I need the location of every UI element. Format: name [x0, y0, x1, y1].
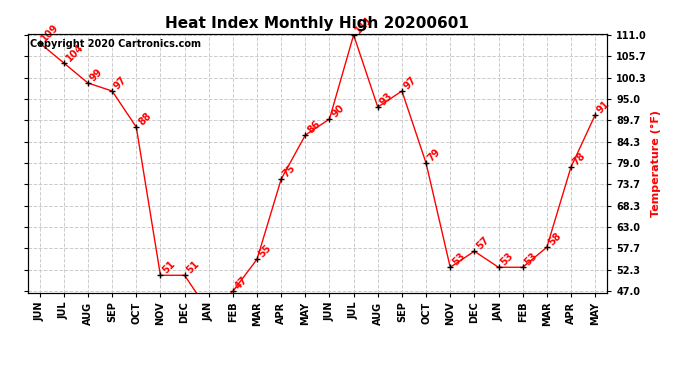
Text: 109: 109 [39, 22, 61, 43]
Text: 53: 53 [523, 251, 540, 267]
Text: 55: 55 [257, 243, 274, 259]
Text: 78: 78 [571, 150, 588, 167]
Text: 51: 51 [184, 259, 201, 275]
Text: 99: 99 [88, 66, 105, 83]
Text: 53: 53 [498, 251, 515, 267]
Text: 111: 111 [353, 13, 375, 35]
Text: Copyright 2020 Cartronics.com: Copyright 2020 Cartronics.com [30, 39, 201, 49]
Text: 91: 91 [595, 99, 612, 115]
Text: 51: 51 [160, 259, 177, 275]
Text: 90: 90 [330, 102, 346, 119]
Y-axis label: Temperature (°F): Temperature (°F) [651, 110, 661, 217]
Title: Heat Index Monthly High 20200601: Heat Index Monthly High 20200601 [166, 16, 469, 31]
Text: 75: 75 [282, 162, 298, 179]
Text: 53: 53 [450, 251, 467, 267]
Text: 97: 97 [112, 74, 129, 91]
Text: 57: 57 [475, 235, 491, 251]
Text: 97: 97 [402, 74, 419, 91]
Text: 79: 79 [426, 147, 443, 163]
Text: 93: 93 [378, 90, 395, 107]
Text: 42: 42 [0, 374, 1, 375]
Text: 88: 88 [136, 110, 153, 127]
Text: 86: 86 [305, 118, 322, 135]
Text: 104: 104 [63, 42, 85, 63]
Text: 58: 58 [546, 231, 564, 247]
Text: 47: 47 [233, 274, 250, 291]
